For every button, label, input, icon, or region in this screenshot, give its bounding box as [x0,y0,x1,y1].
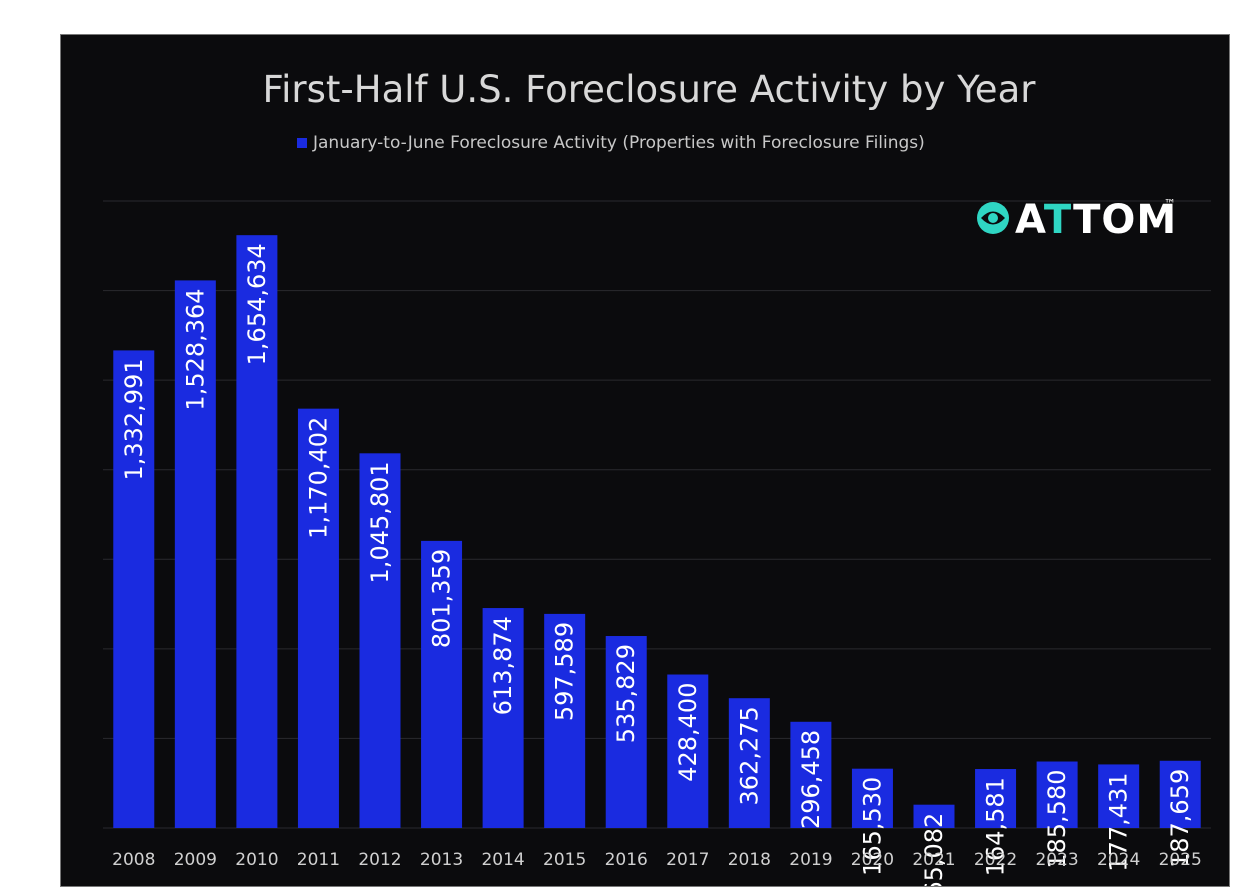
x-tick-2009: 2009 [174,850,217,870]
bar-2013 [421,540,463,828]
bar-value-label-2019: 296,458 [797,730,825,829]
bar-2021 [913,804,955,828]
logo-letter-a: A [1015,197,1046,243]
chart: First-Half U.S. Foreclosure Activity by … [103,68,1211,886]
x-tick-2011: 2011 [297,850,340,870]
bar-2009 [174,280,216,828]
x-tick-2014: 2014 [481,850,524,870]
bar-labels: 1,332,991 1,528,364 1,654,634 1,170,402 1,04… [120,243,1194,886]
bar-value-label-2013: 801,359 [428,549,456,648]
bar-2011 [297,408,339,828]
x-tick-2016: 2016 [605,850,648,870]
legend-label: January-to-June Foreclosure Activity (Pr… [312,133,925,153]
x-tick-2012: 2012 [358,850,401,870]
bar-2020 [851,768,893,828]
bar-2010 [236,235,278,828]
legend-swatch [297,138,307,148]
bar-2023 [1036,761,1078,828]
bar-2017 [667,674,709,828]
bar-2019 [790,721,832,828]
x-tick-2008: 2008 [112,850,155,870]
bar-value-label-2017: 428,400 [674,683,702,782]
legend: January-to-June Foreclosure Activity (Pr… [297,133,925,153]
bar-value-label-2022: 164,581 [982,777,1010,876]
x-tick-2023: 2023 [1035,850,1078,870]
bar-value-label-2018: 362,275 [735,706,763,805]
bar-value-label-2011: 1,170,402 [304,417,332,539]
x-tick-2010: 2010 [235,850,278,870]
x-tick-2025: 2025 [1159,850,1202,870]
bar-value-label-2023: 185,580 [1043,770,1071,869]
x-tick-2015: 2015 [543,850,586,870]
chart-title: First-Half U.S. Foreclosure Activity by … [263,68,1037,111]
bar-2008 [113,350,155,828]
bars [113,235,1201,828]
x-tick-2024: 2024 [1097,850,1140,870]
x-tick-labels: 2008 2009 2010 2011 2012 2013 2014 2015 2016 2017… [112,850,1202,870]
bar-value-label-2015: 597,589 [551,622,579,721]
bar-2018 [728,698,770,828]
bar-value-label-2010: 1,654,634 [243,243,271,365]
attom-logo-text: ATTOM [1015,197,1177,243]
x-tick-2018: 2018 [728,850,771,870]
bar-value-label-2024: 177,431 [1105,772,1133,871]
bar-value-label-2025: 187,659 [1166,769,1194,868]
logo-letter-t-accent: T [1044,197,1073,243]
x-tick-2020: 2020 [851,850,894,870]
bar-value-label-2009: 1,528,364 [181,288,209,410]
chart-panel: First-Half U.S. Foreclosure Activity by … [60,34,1230,887]
attom-logo: ATTOM ™ [977,197,1177,243]
bar-2024 [1098,764,1140,828]
logo-letters-tom: TOM [1073,197,1177,243]
bar-value-label-2021: 65,082 [920,813,948,886]
bar-value-label-2008: 1,332,991 [120,358,148,480]
x-tick-2022: 2022 [974,850,1017,870]
gridlines [103,200,1211,829]
bar-2014 [482,608,524,828]
bar-2015 [544,613,586,828]
x-tick-2021: 2021 [912,850,955,870]
x-tick-2017: 2017 [666,850,709,870]
bar-value-label-2020: 165,530 [858,777,886,876]
logo-trademark: ™ [1164,197,1176,211]
attom-logo-icon [977,202,1009,234]
bar-2025 [1159,760,1201,828]
x-tick-2019: 2019 [789,850,832,870]
x-tick-2013: 2013 [420,850,463,870]
bar-2016 [605,636,647,828]
bar-value-label-2014: 613,874 [489,616,517,715]
bar-2012 [359,453,401,828]
bar-value-label-2016: 535,829 [612,644,640,743]
bar-value-label-2012: 1,045,801 [366,461,394,583]
bar-2022 [975,769,1017,828]
